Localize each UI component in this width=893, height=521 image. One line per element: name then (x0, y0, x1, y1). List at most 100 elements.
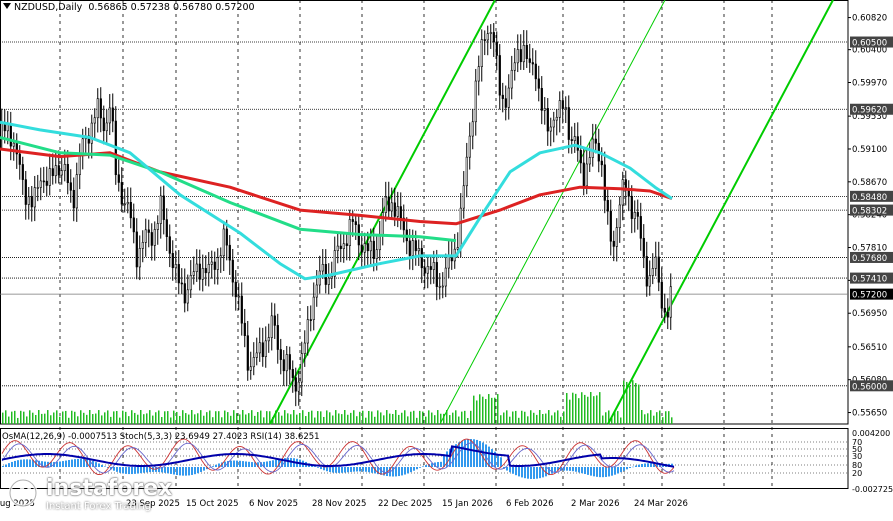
osma-bar (164, 467, 166, 473)
osma-bar (608, 467, 610, 477)
volume-bar (194, 414, 196, 424)
osma-bar (671, 463, 673, 467)
osma-bar (602, 467, 604, 478)
osma-bar (59, 461, 61, 467)
volume-bar (353, 410, 355, 424)
volume-bar (488, 394, 490, 424)
dropdown-triangle-icon[interactable] (3, 3, 11, 9)
volume-bar (671, 417, 673, 424)
candle-body (102, 117, 105, 132)
y-tick-label: 0.59530 (852, 112, 887, 122)
candle-body (33, 187, 36, 208)
volume-bar (581, 392, 583, 424)
osma-bar (452, 446, 454, 467)
candle-body (156, 223, 159, 230)
candle-body (345, 243, 348, 246)
osma-bar (410, 467, 412, 473)
candle-body (531, 62, 534, 65)
candle-body (606, 200, 609, 212)
candle-body (582, 162, 585, 187)
candle-body (147, 229, 150, 233)
osma-bar (131, 467, 133, 475)
candle-body (321, 264, 324, 272)
osma-bar (11, 461, 13, 467)
osma-bar (236, 460, 238, 467)
volume-bar (326, 410, 328, 424)
osma-bar (500, 457, 502, 467)
volume-bar (224, 410, 226, 424)
osma-bar (107, 467, 109, 468)
candle-body (474, 80, 477, 123)
volume-bar (266, 411, 268, 424)
x-tick-label: 6 Feb 2026 (506, 499, 554, 509)
volume-bar (476, 400, 478, 424)
volume-bar (626, 381, 628, 424)
watermark-tagline: Instant Forex Trading (46, 501, 152, 512)
osma-bar (398, 467, 400, 477)
volume-bar (452, 412, 454, 424)
osma-bar (401, 467, 403, 476)
volume-bar (335, 410, 337, 424)
candle-body (171, 253, 174, 269)
osma-bar (425, 465, 427, 467)
volume-bar (437, 410, 439, 424)
candle-body (204, 268, 207, 274)
level-label-bg (850, 103, 893, 115)
volume-bar (50, 415, 52, 424)
candle-body (24, 179, 27, 205)
volume-bar (536, 414, 538, 424)
candle-body (144, 229, 147, 243)
candle-body (504, 98, 507, 108)
osma-bar (605, 467, 607, 477)
volume-bar (140, 410, 142, 424)
osma-bar (197, 467, 199, 474)
candle-body (441, 285, 444, 288)
osma-bar (386, 467, 388, 477)
osma-bar (68, 460, 70, 467)
candle-body (522, 45, 525, 63)
osma-bar (344, 467, 346, 473)
osma-bar (599, 467, 601, 478)
candle-body (600, 160, 603, 166)
volume-bar (212, 417, 214, 424)
candle-body (285, 354, 288, 372)
osma-bar (353, 467, 355, 472)
volume-bar (572, 392, 574, 424)
candle-body (153, 229, 156, 246)
volume-bar (569, 399, 571, 424)
volume-bar (86, 414, 88, 424)
candle-body (258, 342, 261, 354)
osma-bar (656, 463, 658, 467)
indicator-level-label: 80 (852, 461, 862, 470)
level-label-bg (850, 251, 893, 263)
osma-bar (212, 466, 214, 467)
osma-bar (257, 462, 259, 467)
candle-body (354, 221, 357, 225)
candle-body (99, 98, 102, 119)
osma-bar (431, 463, 433, 467)
volume-bar (176, 411, 178, 424)
candle-body (309, 319, 312, 321)
osma-bar (419, 467, 421, 468)
volume-bar (515, 410, 517, 424)
volume-bar (641, 410, 643, 424)
volume-bar (26, 416, 28, 424)
osma-bar (488, 446, 490, 467)
volume-bar (134, 412, 136, 424)
volume-bar (203, 415, 205, 424)
osma-bar (464, 439, 466, 467)
volume-bar (413, 410, 415, 424)
osma-bar (83, 458, 85, 467)
volume-bar (404, 410, 406, 424)
volume-bar (605, 412, 607, 424)
candle-body (585, 163, 588, 187)
volume-bar (560, 416, 562, 424)
volume-bar (47, 410, 49, 424)
volume-bar (293, 410, 295, 424)
y-tick-label: 0.57810 (852, 244, 887, 254)
level-label: 0.57410 (852, 275, 887, 285)
volume-bar (533, 412, 535, 424)
candle-body (327, 277, 330, 285)
osma-bar (563, 467, 565, 471)
